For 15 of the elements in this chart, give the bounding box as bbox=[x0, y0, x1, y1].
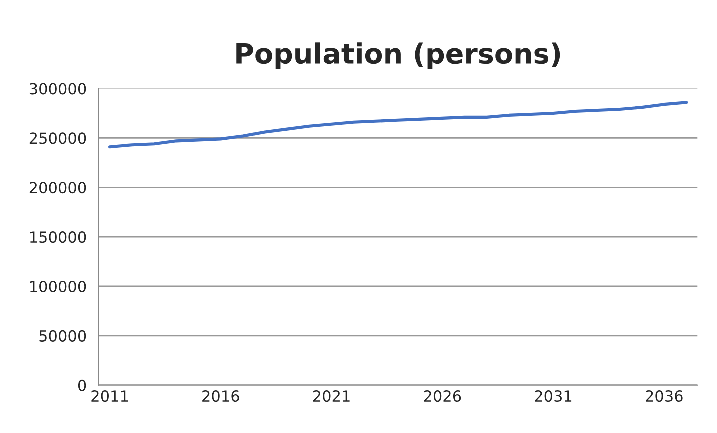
y-tick-label: 0 bbox=[78, 380, 86, 392]
y-tick-label: 100000 bbox=[30, 280, 86, 293]
x-tick-label: 2031 bbox=[535, 390, 572, 402]
y-tick-label: 150000 bbox=[30, 232, 86, 244]
y-tick-label: 300000 bbox=[30, 83, 86, 95]
x-tick-label: 2016 bbox=[202, 390, 240, 402]
x-tick-label: 2026 bbox=[424, 390, 462, 402]
y-tick-label: 200000 bbox=[30, 182, 86, 194]
x-tick-label: 2036 bbox=[646, 390, 683, 402]
line-series bbox=[108, 101, 688, 149]
x-tick-label: 2021 bbox=[313, 390, 350, 402]
y-tick-label: 50000 bbox=[40, 330, 86, 342]
chart-title: Population (persons) bbox=[236, 42, 560, 70]
x-tick-label: 2011 bbox=[92, 390, 128, 402]
y-tick-label: 250000 bbox=[30, 132, 86, 144]
